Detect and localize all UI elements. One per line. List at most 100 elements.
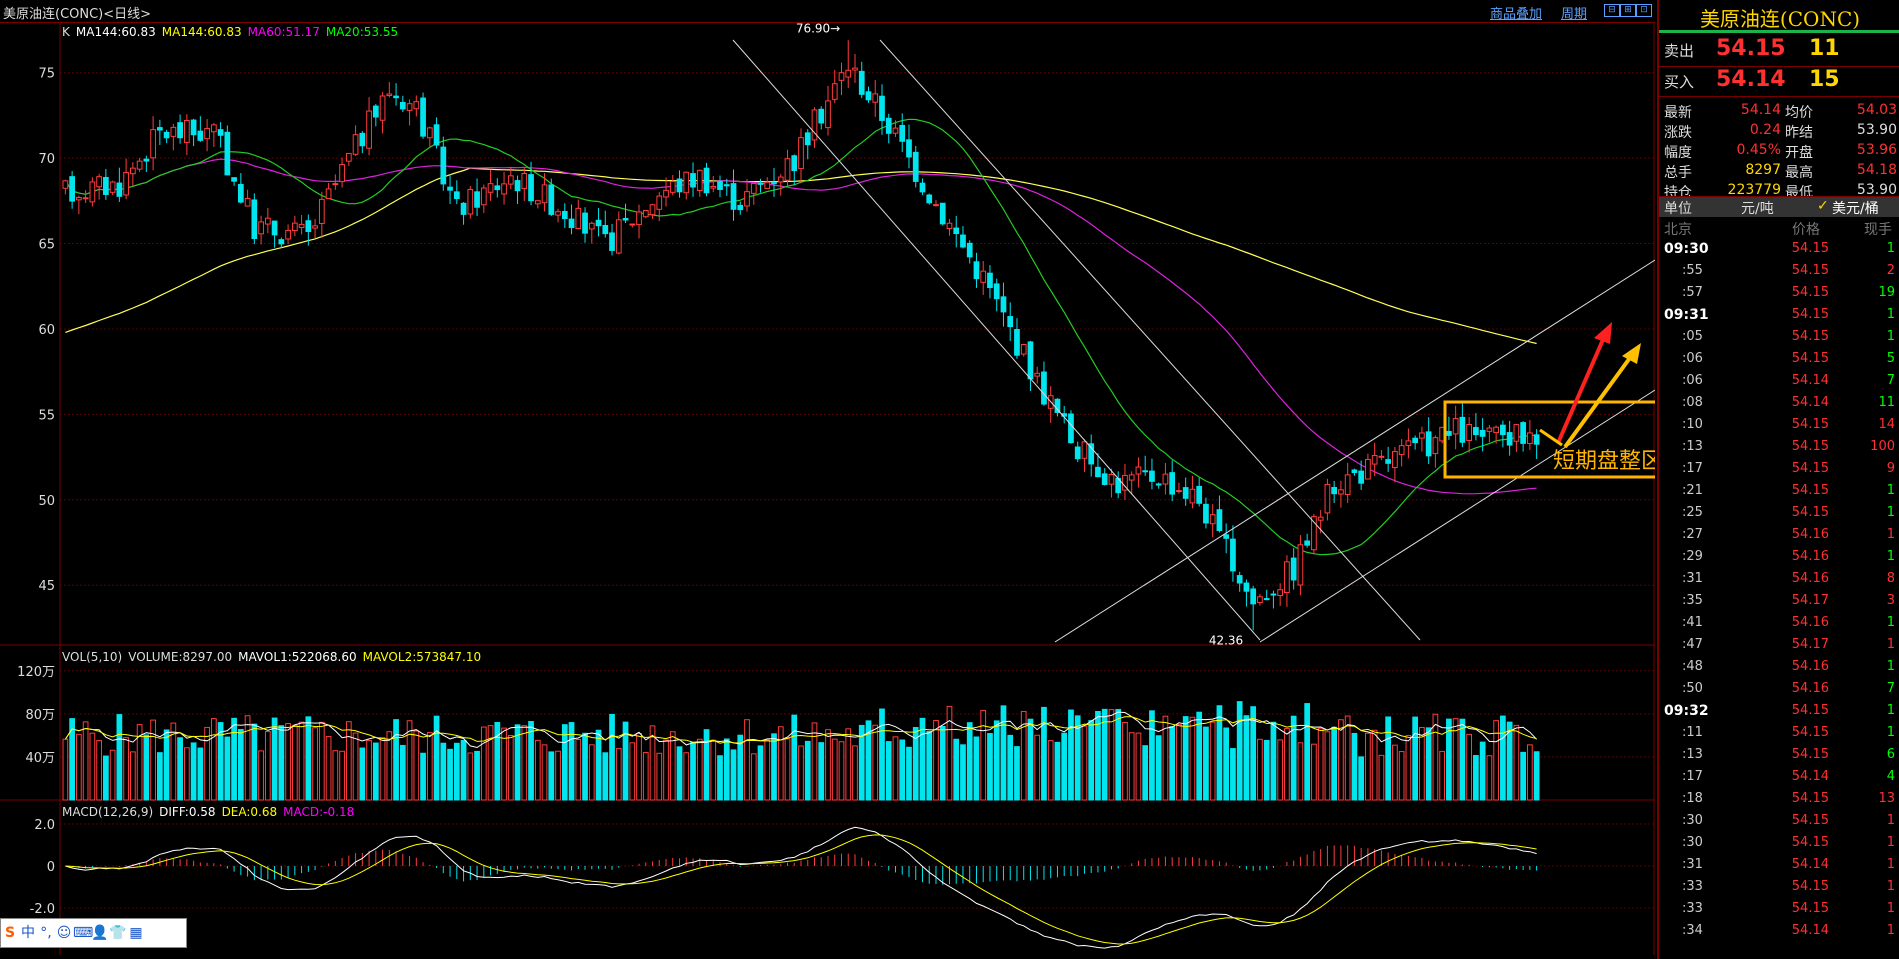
ime-keyboard-icon[interactable]: ⌨ bbox=[73, 925, 94, 941]
candle-body bbox=[534, 200, 541, 205]
tick-price: 54.14 bbox=[1791, 373, 1829, 388]
tick-price: 54.15 bbox=[1791, 835, 1829, 850]
volume-bar bbox=[1027, 718, 1034, 801]
candle-body bbox=[831, 83, 838, 100]
candle-body bbox=[318, 198, 325, 224]
volume-bar bbox=[217, 722, 224, 801]
candle-body bbox=[440, 146, 447, 185]
tick-time: :11 bbox=[1682, 725, 1703, 740]
candle-body bbox=[1122, 474, 1128, 491]
ime-grid-icon[interactable]: ▦ bbox=[129, 925, 143, 941]
tick-time: :35 bbox=[1682, 593, 1703, 608]
volume-bar bbox=[717, 755, 723, 801]
volume-bar bbox=[629, 742, 636, 801]
tick-price: 54.16 bbox=[1791, 549, 1829, 564]
candle-body bbox=[1371, 454, 1378, 465]
buy-price: 54.14 bbox=[1716, 67, 1786, 92]
ime-chinese-icon[interactable]: 中 bbox=[21, 925, 35, 941]
candle-body bbox=[237, 183, 244, 203]
volume-bar bbox=[190, 742, 197, 801]
candle-body bbox=[521, 173, 528, 190]
overlay-link[interactable]: 商品叠加 bbox=[1490, 7, 1543, 22]
tick-row: :35 54.17 3 bbox=[1659, 593, 1899, 615]
tick-volume: 1 bbox=[1886, 307, 1895, 322]
volume-bar bbox=[1007, 734, 1014, 801]
tick-row: :13 54.15 100 bbox=[1659, 439, 1899, 461]
volume-bar bbox=[278, 725, 285, 801]
candle-body bbox=[588, 222, 595, 230]
stat-value: 53.90 bbox=[1856, 122, 1897, 138]
volume-bar bbox=[480, 726, 487, 801]
ime-punct-icon[interactable]: °, bbox=[40, 925, 52, 941]
tick-price: 54.15 bbox=[1791, 725, 1829, 740]
tick-time: :10 bbox=[1682, 417, 1703, 432]
volume-bar bbox=[1054, 741, 1061, 801]
candle-body bbox=[1041, 371, 1047, 405]
tick-row: 09:31 54.15 1 bbox=[1659, 307, 1899, 329]
candle-body bbox=[1034, 372, 1041, 377]
volume-bar bbox=[352, 732, 359, 801]
tick-volume: 1 bbox=[1886, 505, 1895, 520]
maximize-icon[interactable]: ⊞ bbox=[1620, 4, 1636, 17]
volume-bar bbox=[1196, 711, 1203, 801]
chart-area[interactable]: 美原油连(CONC)<日线> 商品叠加 周期 ⊟ ⊞ ⊡ K MA144:60.8… bbox=[0, 0, 1655, 959]
y-tick-label: 75 bbox=[38, 67, 55, 82]
candle-body bbox=[433, 124, 440, 146]
check-icon: ✓ bbox=[1817, 198, 1829, 214]
candle-body bbox=[1020, 343, 1027, 355]
arrow-small bbox=[1539, 428, 1563, 447]
tick-time: :48 bbox=[1682, 659, 1703, 674]
volume-bar bbox=[1479, 741, 1486, 801]
volume-bar bbox=[663, 739, 669, 801]
quote-panel: 美原油连(CONC) 卖出 54.15 11 买入 54.14 15 最新 54.… bbox=[1657, 0, 1899, 959]
tick-time: :55 bbox=[1682, 263, 1703, 278]
candle-body bbox=[737, 204, 744, 211]
candle-body bbox=[811, 109, 818, 141]
ime-skin-icon[interactable]: 👕 bbox=[109, 925, 127, 941]
volume-bar bbox=[528, 721, 534, 801]
volume-bar bbox=[433, 715, 440, 801]
candle-body bbox=[1527, 432, 1533, 445]
volume-bar bbox=[1000, 705, 1007, 801]
unit-option-yuan[interactable]: 元/吨 bbox=[1741, 201, 1774, 217]
volume-bar bbox=[602, 752, 609, 801]
y-tick-label: 45 bbox=[38, 579, 55, 594]
volume-bar bbox=[933, 720, 939, 801]
volume-bar bbox=[163, 729, 170, 801]
volume-bar bbox=[264, 731, 271, 801]
tick-volume: 1 bbox=[1886, 549, 1895, 564]
candle-body bbox=[744, 191, 750, 207]
restore-icon[interactable]: ⊟ bbox=[1604, 4, 1620, 17]
volume-bar bbox=[1074, 715, 1081, 801]
tick-time: :06 bbox=[1682, 351, 1703, 366]
candle-body bbox=[305, 220, 312, 233]
volume-bar bbox=[420, 752, 426, 801]
tick-volume: 7 bbox=[1886, 373, 1895, 388]
consolidation-box bbox=[1443, 400, 1655, 479]
candle-body bbox=[116, 182, 123, 197]
tick-row: :33 54.15 1 bbox=[1659, 879, 1899, 901]
stat-label: 最新 bbox=[1664, 105, 1692, 121]
unit-bar: 单位 元/吨 ✓ 美元/桶 bbox=[1659, 197, 1899, 217]
candle-body bbox=[1095, 466, 1101, 478]
candle-body bbox=[622, 217, 629, 221]
volume-bar bbox=[838, 741, 845, 801]
stat-value: 8297 bbox=[1745, 162, 1781, 178]
layout-icon[interactable]: ⊡ bbox=[1636, 4, 1652, 17]
chart-canvas[interactable]: 75 70 65 60 55 50 45 76.90→ 42.36 短期盘整区间 120万 80万 40… bbox=[0, 0, 1655, 959]
tick-row: :13 54.15 6 bbox=[1659, 747, 1899, 769]
volume-bar bbox=[1182, 716, 1189, 801]
ime-logo-icon[interactable]: S bbox=[4, 925, 16, 941]
ime-user-icon[interactable]: 👤 bbox=[91, 925, 109, 941]
unit-option-usd[interactable]: 美元/桶 bbox=[1832, 201, 1879, 217]
tick-time: 09:30 bbox=[1664, 241, 1709, 257]
candle-body bbox=[1466, 424, 1472, 441]
ime-toolbar[interactable]: S 中 °, ☺ ⌨👤👕 ▦ bbox=[0, 918, 187, 948]
channel-line bbox=[879, 39, 1421, 641]
ime-emoji-icon[interactable]: ☺ bbox=[56, 925, 72, 941]
candle-body bbox=[271, 220, 278, 236]
tick-time: :30 bbox=[1682, 813, 1703, 828]
period-link[interactable]: 周期 bbox=[1561, 7, 1588, 22]
volume-bar bbox=[555, 750, 561, 801]
volume-bar bbox=[1398, 751, 1405, 801]
